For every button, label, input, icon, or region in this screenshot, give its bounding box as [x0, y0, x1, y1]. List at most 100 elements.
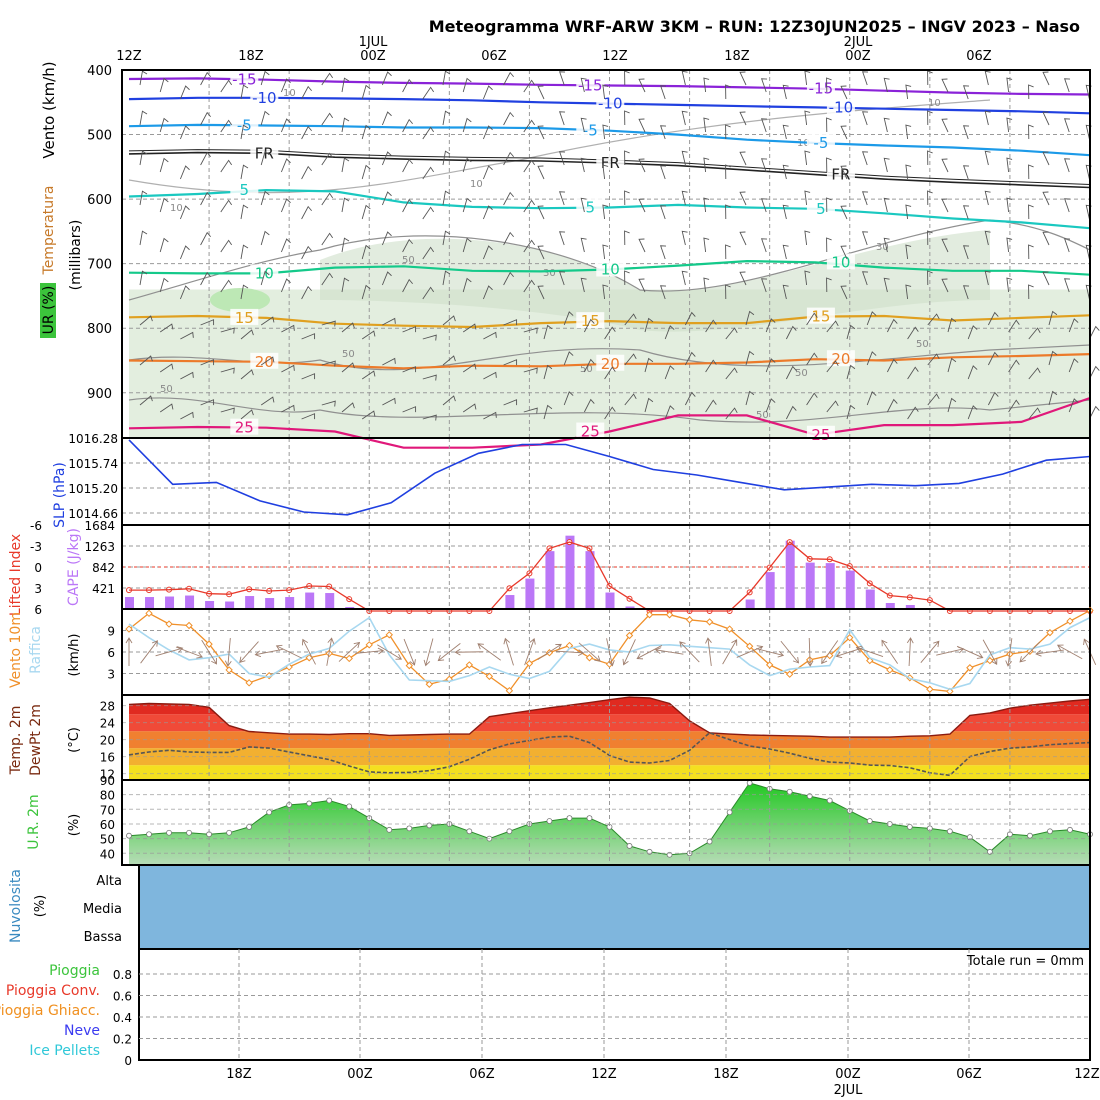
wind-barb [583, 358, 595, 373]
precip-xtick: 18Z [713, 1067, 739, 1082]
upper-air-panel: 1010101010503030505050505050-15-15-15-10… [40, 35, 1100, 449]
wind-barb [644, 317, 654, 333]
wind-barb [826, 360, 839, 373]
wind-barb [1028, 164, 1034, 180]
rh2m-ylabel: U.R. 2m [26, 794, 42, 849]
wind-barb [483, 411, 497, 420]
cape-bar [145, 597, 155, 609]
wind-barb [785, 405, 797, 420]
cape-bar [225, 601, 235, 609]
isotherm-label: 25 [235, 419, 254, 437]
temp-ytick: 20 [100, 734, 115, 748]
wind-barb [301, 165, 312, 180]
wind-barb [684, 391, 696, 406]
wind-barb [422, 286, 435, 300]
wind-barb [280, 278, 291, 293]
wind-barb [240, 164, 249, 180]
wind-barb [537, 165, 545, 180]
wind-barb [883, 117, 890, 133]
wind-barb [321, 112, 334, 126]
cape-bar [245, 596, 255, 609]
wind-arrow [437, 643, 461, 662]
wind-arrow [1035, 649, 1064, 657]
cape-bar [165, 596, 175, 609]
wind-barb [624, 313, 637, 326]
wind-barb [381, 271, 392, 286]
wind-arrow [224, 638, 232, 667]
wind-arrow [636, 645, 663, 660]
temp-ylabel-unit: (°C) [67, 727, 82, 753]
rh-contour-label: 50 [160, 384, 173, 395]
wind-barb [987, 311, 999, 326]
wind-barb [886, 398, 898, 413]
wind10-marker [886, 666, 894, 674]
wind-barb [681, 70, 688, 86]
isotherm-label: -5 [813, 134, 828, 152]
wind-barb [624, 150, 630, 166]
wind-barb [604, 406, 616, 420]
ua-ylabel-wind: Vento (km/h) [40, 61, 58, 158]
wind-barb [180, 371, 194, 380]
wind-barb [761, 78, 768, 93]
wind10-marker [765, 661, 774, 669]
temp-dewpt-panel: 12 16 20 24 28 Temp. 2m DewPt 2m (°C) [8, 694, 1091, 782]
wind-barb [886, 358, 898, 373]
ua-ytick: 500 [87, 129, 112, 144]
wind-barb [341, 277, 350, 293]
wind-barb [200, 271, 211, 286]
wind-barb [482, 125, 493, 140]
wind-barb [602, 204, 609, 220]
cape-bar [625, 606, 635, 609]
wind-barb [1006, 237, 1013, 253]
isotherm-label: -10 [598, 95, 623, 113]
rh2m-marker [946, 828, 953, 835]
wind-barb [361, 164, 371, 180]
precip-panel: 0 0.2 0.4 0.6 0.8 18Z 00Z 06Z 12Z 18Z 00Z 06Z 12Z 2JU… [0, 948, 1100, 1098]
wind-barb [580, 237, 587, 253]
wind-barb [523, 407, 538, 414]
wind-barb [301, 205, 312, 220]
wind-barb [782, 164, 789, 180]
wind-barb [806, 312, 818, 326]
wind-barb [462, 363, 477, 373]
wind-barb [984, 150, 991, 166]
rh-contour-label: 50 [580, 364, 593, 375]
isotherm-label: 5 [240, 181, 250, 199]
rh-contour-line [128, 397, 1091, 423]
wind-barb [660, 205, 667, 220]
wind-arrow [679, 641, 700, 663]
rh2m-marker [166, 829, 172, 836]
cape-ytick: 842 [92, 561, 115, 575]
wind-barb [1042, 151, 1050, 166]
wind-barb [725, 164, 731, 180]
wind-barb [984, 230, 991, 246]
precip-ytick: 0.2 [113, 1033, 132, 1047]
ua-top-tick: 12Z [116, 49, 142, 64]
wind10-marker [785, 670, 794, 678]
wind-barb [604, 326, 616, 340]
wind-barb [1042, 71, 1050, 86]
wind-barb [1064, 198, 1071, 213]
wind-arrow [722, 639, 738, 665]
wind-barb [984, 110, 991, 126]
wind10-marker [545, 649, 554, 657]
cape-bar [305, 592, 315, 609]
wind-barb [240, 284, 249, 300]
wind10-marker [385, 631, 393, 639]
wind-barb [159, 237, 169, 253]
wind-barb [200, 191, 211, 206]
ua-top-day: 1JUL [359, 35, 389, 50]
wind-barb [761, 158, 768, 173]
wind-barb [963, 245, 970, 260]
wind-barb [602, 244, 609, 260]
wind-barb [905, 164, 912, 180]
wind-arrow [821, 640, 839, 665]
wind-arrow [1005, 638, 1013, 667]
wind-arrow [377, 644, 403, 660]
wind-barb [1064, 78, 1071, 93]
wind-barb [537, 205, 545, 220]
rh-contour-label: 50 [402, 255, 415, 266]
isotherm-label-bg [576, 422, 605, 439]
